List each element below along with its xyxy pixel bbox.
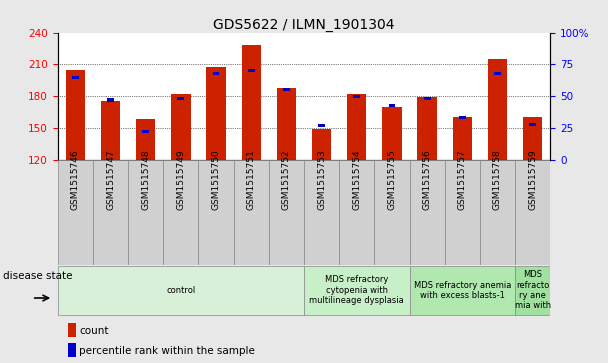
Bar — [480, 160, 515, 265]
Text: percentile rank within the sample: percentile rank within the sample — [79, 346, 255, 356]
Bar — [198, 160, 233, 265]
Text: MDS refractory anemia
with excess blasts-1: MDS refractory anemia with excess blasts… — [413, 281, 511, 300]
Text: GSM1515751: GSM1515751 — [247, 150, 256, 210]
Bar — [66, 70, 85, 160]
Bar — [494, 72, 501, 75]
Bar — [389, 103, 395, 107]
Bar — [67, 323, 77, 338]
Text: count: count — [79, 326, 108, 336]
Bar — [67, 343, 77, 357]
Bar — [171, 94, 190, 160]
Text: GSM1515759: GSM1515759 — [528, 150, 537, 210]
Bar — [164, 160, 198, 265]
Bar — [459, 116, 466, 119]
Bar — [488, 59, 507, 160]
Bar — [136, 119, 156, 160]
Bar — [178, 97, 184, 100]
Bar — [101, 102, 120, 160]
Bar — [277, 88, 296, 160]
Text: GSM1515748: GSM1515748 — [141, 150, 150, 210]
Bar — [515, 160, 550, 265]
Text: GSM1515753: GSM1515753 — [317, 150, 326, 210]
Bar — [339, 160, 375, 265]
Text: GSM1515756: GSM1515756 — [423, 150, 432, 210]
Text: GSM1515750: GSM1515750 — [212, 150, 221, 210]
Text: GSM1515746: GSM1515746 — [71, 150, 80, 210]
Text: GSM1515754: GSM1515754 — [352, 150, 361, 210]
Bar — [382, 107, 402, 160]
Bar — [347, 94, 367, 160]
Bar — [248, 69, 255, 72]
Bar — [213, 72, 219, 75]
Bar — [128, 160, 164, 265]
Bar — [269, 160, 304, 265]
Text: disease state: disease state — [3, 271, 72, 281]
Text: GSM1515749: GSM1515749 — [176, 150, 185, 210]
Bar — [304, 266, 410, 315]
Bar — [93, 160, 128, 265]
Bar — [424, 97, 430, 100]
Bar — [312, 129, 331, 160]
Bar — [304, 160, 339, 265]
Bar — [444, 160, 480, 265]
Bar — [523, 117, 542, 160]
Bar — [515, 266, 550, 315]
Bar — [58, 266, 304, 315]
Bar — [142, 130, 149, 133]
Bar — [318, 124, 325, 127]
Bar — [233, 160, 269, 265]
Bar — [353, 95, 360, 98]
Bar — [58, 160, 93, 265]
Text: GSM1515757: GSM1515757 — [458, 150, 467, 210]
Bar — [72, 76, 78, 79]
Bar — [452, 117, 472, 160]
Text: GSM1515752: GSM1515752 — [282, 150, 291, 210]
Bar — [418, 97, 437, 160]
Bar — [530, 123, 536, 126]
Text: MDS refractory
cytopenia with
multilineage dysplasia: MDS refractory cytopenia with multilinea… — [309, 276, 404, 305]
Text: GSM1515758: GSM1515758 — [493, 150, 502, 210]
Bar — [283, 88, 290, 91]
Text: MDS
refracto
ry ane
mia with: MDS refracto ry ane mia with — [514, 270, 551, 310]
Text: GSM1515755: GSM1515755 — [387, 150, 396, 210]
Bar — [241, 45, 261, 160]
Text: GSM1515747: GSM1515747 — [106, 150, 115, 210]
Bar — [107, 98, 114, 102]
Bar — [410, 160, 444, 265]
Bar — [375, 160, 410, 265]
Bar — [410, 266, 515, 315]
Title: GDS5622 / ILMN_1901304: GDS5622 / ILMN_1901304 — [213, 18, 395, 32]
Text: control: control — [166, 286, 196, 295]
Bar — [206, 66, 226, 160]
